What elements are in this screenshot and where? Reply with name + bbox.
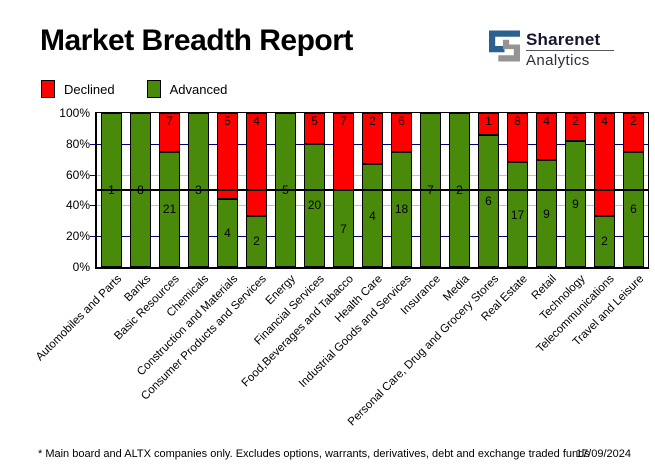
legend-swatch-declined [41,80,55,98]
value-label-advanced: 9 [572,197,579,211]
bar-segment-advanced [507,162,528,267]
logo-sub: Analytics [526,52,590,69]
y-tick-mark [90,205,95,207]
bar-segment-advanced [391,151,412,267]
bar-segment-advanced [565,141,586,267]
y-tick-label-100pct: 100% [59,106,90,120]
value-label-advanced: 7 [340,221,347,236]
legend-label: Advanced [169,81,228,97]
bar-segment-declined [507,113,528,163]
y-tick-label-80pct: 80% [65,136,90,151]
value-label-advanced: 9 [543,206,550,221]
value-label-declined: 7 [340,114,347,128]
chart-legend: Declined Advanced [41,80,259,98]
y-tick-label-20pct: 20% [65,229,90,244]
bar-segment-declined [536,113,557,161]
bar-segment-declined [594,113,615,216]
bar-segment-declined [391,113,412,152]
sharenet-logo-icon [489,30,520,62]
value-label-declined: 2 [369,114,376,128]
bar-segment-declined [478,113,499,135]
value-label-declined: 8 [514,114,521,128]
x-category-label: Automobiles and Parts [33,273,124,364]
logo-divider [526,50,614,51]
legend-label: Declined [64,81,115,97]
value-label-declined: 7 [166,114,173,128]
bar-segment-declined [565,113,586,141]
sharenet-logo-text: Sharenet Analytics [526,30,614,69]
y-tick-mark [90,174,95,176]
legend-swatch-advanced [146,80,161,98]
y-tick-mark [90,236,95,238]
value-label-advanced: 6 [630,202,637,217]
bar-industrial-goods-and-services: 6 18 [391,113,412,267]
y-tick-mark [90,143,95,145]
value-label-declined: 4 [601,114,608,128]
bar-segment-advanced [536,160,557,267]
value-label-declined: 5 [224,114,231,128]
fifty-percent-line [97,189,648,191]
bar-segment-advanced [217,198,238,267]
page-title: Market Breadth Report [40,24,353,57]
bar-segment-advanced [623,151,644,267]
plot-area: 187213544255207724618721681749294226 [95,112,649,269]
value-label-declined: 4 [543,114,550,128]
y-tick-label-60pct: 60% [65,167,90,182]
value-label-advanced: 2 [253,234,260,249]
bar-segment-declined [159,113,180,152]
value-label-advanced: 21 [162,202,177,217]
legend-item-declined: Declined [41,80,115,98]
value-label-declined: 2 [572,114,579,128]
logo-brand: Sharenet [526,30,601,49]
bar-segment-advanced [594,215,615,267]
bar-real-estate: 8 17 [507,113,528,267]
value-label-advanced: 20 [307,198,322,213]
report-date: 17/09/2024 [575,448,631,460]
value-label-declined: 2 [630,114,637,128]
bar-basic-resources: 7 21 [159,113,180,267]
bar-segment-advanced [478,135,499,267]
value-label-advanced: 4 [224,225,231,240]
value-label-advanced: 6 [485,194,492,208]
bar-financial-services: 5 20 [304,113,325,267]
bar-segment-advanced [246,215,267,267]
footnote: * Main board and ALTX companies only. Ex… [38,448,590,460]
bar-segment-declined [623,113,644,152]
bar-segment-declined [246,113,267,216]
sharenet-logo: Sharenet Analytics [489,30,614,69]
value-label-declined: 6 [398,114,405,128]
bar-segment-declined [217,113,238,199]
bar-segment-declined [304,113,325,144]
bar-segment-advanced [304,143,325,267]
bar-segment-declined [362,113,383,165]
y-tick-label-40pct: 40% [65,198,90,213]
value-label-advanced: 18 [394,202,409,217]
value-label-advanced: 17 [510,207,525,222]
value-label-advanced: 4 [369,208,376,223]
legend-item-advanced: Advanced [146,80,228,98]
value-label-declined: 1 [485,114,492,128]
value-label-declined: 4 [253,114,260,128]
bar-segment-advanced [159,151,180,267]
y-tick-label-0pct: 0% [72,260,90,274]
value-label-declined: 5 [311,114,318,128]
value-label-advanced: 2 [601,234,608,249]
